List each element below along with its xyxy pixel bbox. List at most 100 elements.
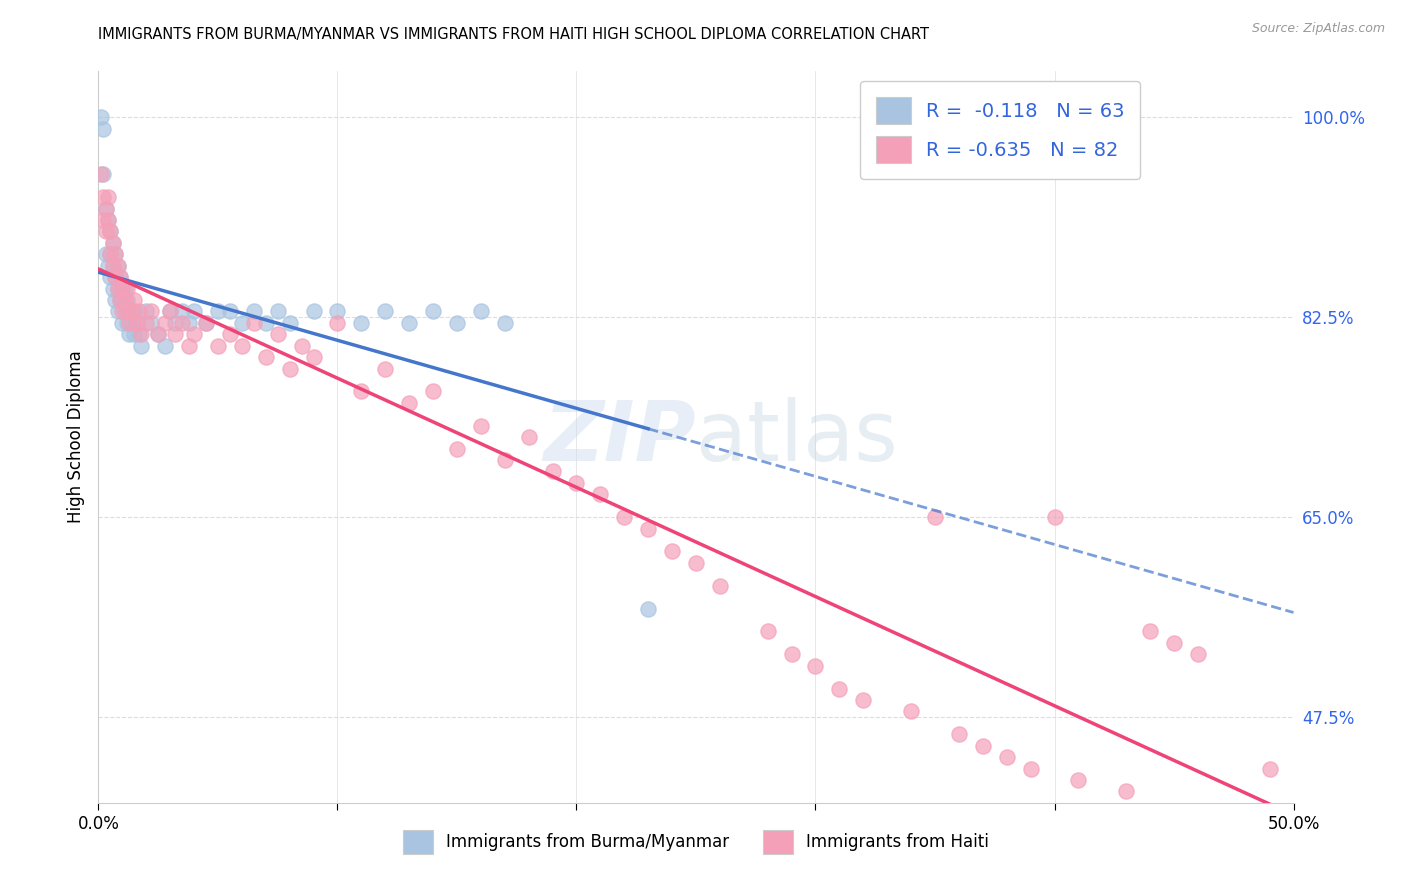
- Point: [155, 338, 177, 352]
- Point: [219, 304, 242, 318]
- Point: [1019, 762, 1042, 776]
- Point: [350, 384, 373, 399]
- Point: [94, 247, 117, 261]
- Point: [1043, 510, 1066, 524]
- Point: [114, 281, 136, 295]
- Point: [374, 361, 396, 376]
- Point: [98, 247, 122, 261]
- Point: [94, 224, 117, 238]
- Point: [159, 304, 181, 318]
- Point: [114, 304, 136, 318]
- Point: [111, 281, 134, 295]
- Point: [685, 556, 707, 570]
- Point: [98, 224, 122, 238]
- Point: [94, 202, 117, 216]
- Point: [155, 316, 177, 330]
- Point: [326, 316, 349, 330]
- Point: [517, 430, 540, 444]
- Point: [163, 327, 186, 342]
- Point: [756, 624, 779, 639]
- Point: [139, 304, 162, 318]
- Point: [107, 259, 129, 273]
- Point: [128, 327, 150, 342]
- Point: [135, 316, 157, 330]
- Point: [148, 327, 170, 342]
- Point: [183, 304, 205, 318]
- Point: [278, 361, 301, 376]
- Point: [278, 316, 301, 330]
- Point: [104, 270, 127, 285]
- Point: [159, 304, 181, 318]
- Point: [124, 293, 146, 307]
- Point: [163, 316, 186, 330]
- Text: IMMIGRANTS FROM BURMA/MYANMAR VS IMMIGRANTS FROM HAITI HIGH SCHOOL DIPLOMA CORRE: IMMIGRANTS FROM BURMA/MYANMAR VS IMMIGRA…: [98, 27, 929, 42]
- Point: [709, 579, 731, 593]
- Point: [107, 259, 129, 273]
- Point: [804, 658, 827, 673]
- Point: [195, 316, 218, 330]
- Point: [852, 693, 875, 707]
- Point: [828, 681, 851, 696]
- Point: [637, 521, 659, 535]
- Point: [231, 338, 253, 352]
- Point: [91, 213, 114, 227]
- Text: ZIP: ZIP: [543, 397, 696, 477]
- Point: [107, 281, 129, 295]
- Point: [179, 338, 201, 352]
- Point: [104, 247, 127, 261]
- Point: [422, 384, 444, 399]
- Point: [97, 259, 120, 273]
- Point: [350, 316, 373, 330]
- Point: [207, 338, 229, 352]
- Point: [111, 304, 134, 318]
- Point: [128, 304, 150, 318]
- Text: Source: ZipAtlas.com: Source: ZipAtlas.com: [1251, 22, 1385, 36]
- Point: [118, 327, 141, 342]
- Point: [780, 647, 803, 661]
- Point: [302, 350, 325, 364]
- Point: [107, 281, 129, 295]
- Point: [107, 304, 129, 318]
- Point: [924, 510, 946, 524]
- Point: [131, 338, 153, 352]
- Point: [98, 247, 122, 261]
- Point: [254, 316, 277, 330]
- Point: [131, 327, 153, 342]
- Point: [98, 270, 122, 285]
- Point: [148, 327, 170, 342]
- Point: [115, 304, 138, 318]
- Point: [91, 167, 114, 181]
- Point: [422, 304, 444, 318]
- Point: [114, 293, 136, 307]
- Point: [101, 281, 124, 295]
- Point: [494, 316, 516, 330]
- Point: [398, 396, 420, 410]
- Point: [267, 304, 290, 318]
- Point: [207, 304, 229, 318]
- Point: [972, 739, 994, 753]
- Point: [231, 316, 253, 330]
- Point: [121, 316, 143, 330]
- Point: [1187, 647, 1209, 661]
- Point: [91, 190, 114, 204]
- Point: [108, 293, 131, 307]
- Point: [111, 293, 134, 307]
- Point: [183, 327, 205, 342]
- Point: [1139, 624, 1161, 639]
- Point: [101, 235, 124, 250]
- Point: [118, 304, 141, 318]
- Point: [108, 270, 131, 285]
- Point: [115, 316, 138, 330]
- Point: [139, 316, 162, 330]
- Point: [94, 202, 117, 216]
- Point: [91, 121, 114, 136]
- Point: [101, 259, 124, 273]
- Point: [900, 705, 922, 719]
- Point: [125, 316, 148, 330]
- Legend: Immigrants from Burma/Myanmar, Immigrants from Haiti: Immigrants from Burma/Myanmar, Immigrant…: [396, 823, 995, 860]
- Point: [446, 316, 468, 330]
- Point: [90, 167, 112, 181]
- Point: [97, 213, 120, 227]
- Point: [111, 316, 134, 330]
- Point: [1067, 772, 1090, 787]
